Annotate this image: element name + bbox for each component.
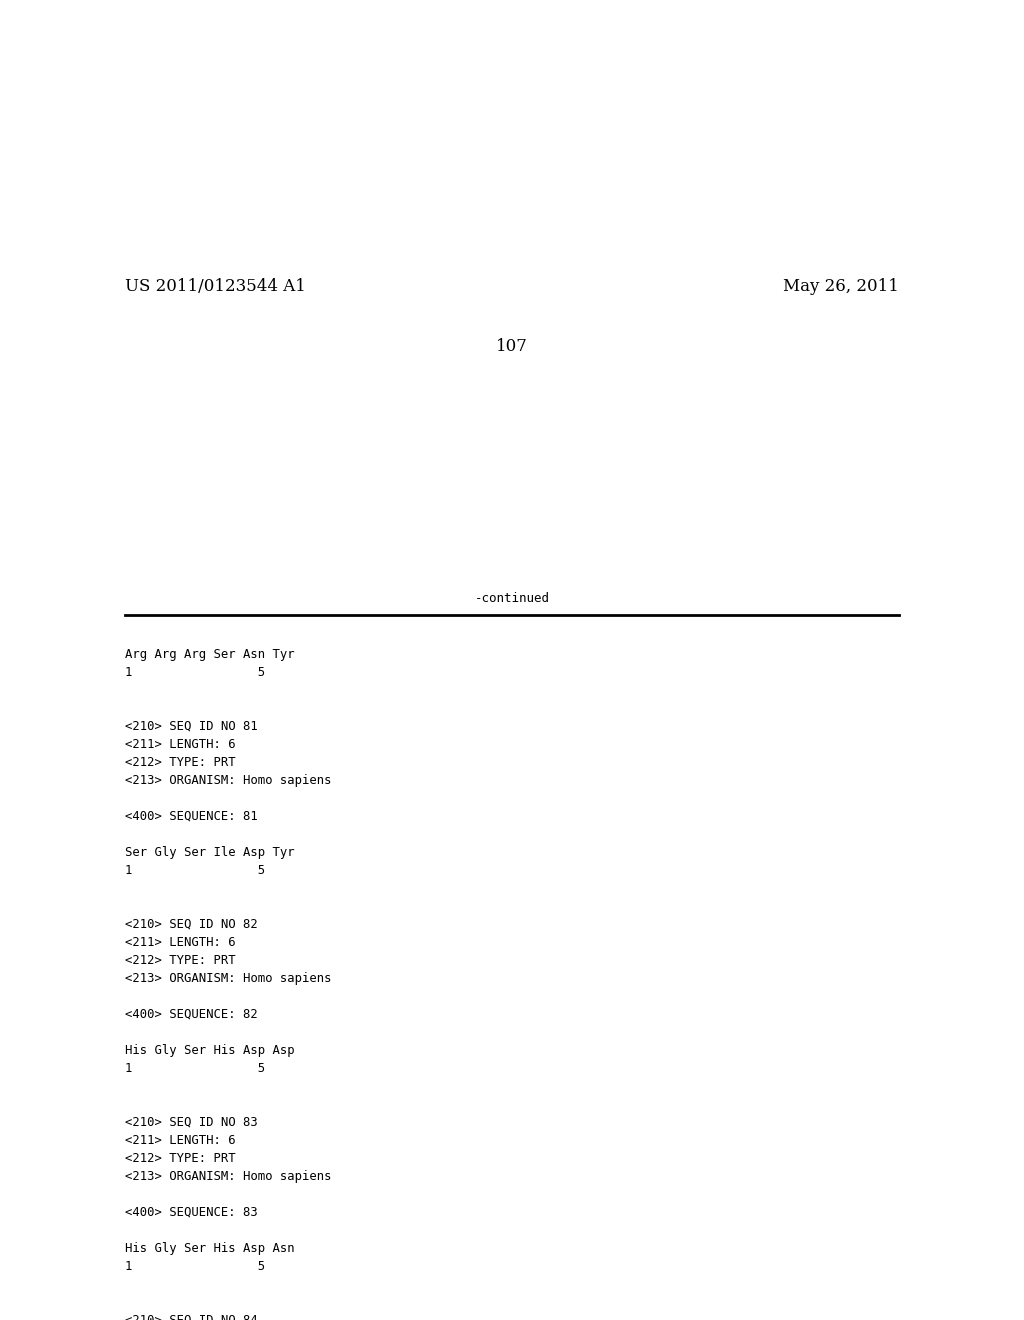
Text: Arg Arg Arg Ser Asn Tyr: Arg Arg Arg Ser Asn Tyr: [125, 648, 295, 661]
Text: 1                 5: 1 5: [125, 667, 265, 678]
Text: <212> TYPE: PRT: <212> TYPE: PRT: [125, 954, 236, 968]
Text: His Gly Ser His Asp Asn: His Gly Ser His Asp Asn: [125, 1242, 295, 1255]
Text: <210> SEQ ID NO 84: <210> SEQ ID NO 84: [125, 1313, 258, 1320]
Text: 107: 107: [496, 338, 528, 355]
Text: <213> ORGANISM: Homo sapiens: <213> ORGANISM: Homo sapiens: [125, 774, 332, 787]
Text: <400> SEQUENCE: 81: <400> SEQUENCE: 81: [125, 810, 258, 822]
Text: May 26, 2011: May 26, 2011: [783, 279, 899, 294]
Text: US 2011/0123544 A1: US 2011/0123544 A1: [125, 279, 306, 294]
Text: <400> SEQUENCE: 82: <400> SEQUENCE: 82: [125, 1008, 258, 1020]
Text: <210> SEQ ID NO 81: <210> SEQ ID NO 81: [125, 719, 258, 733]
Text: <210> SEQ ID NO 82: <210> SEQ ID NO 82: [125, 917, 258, 931]
Text: <211> LENGTH: 6: <211> LENGTH: 6: [125, 738, 236, 751]
Text: <211> LENGTH: 6: <211> LENGTH: 6: [125, 936, 236, 949]
Text: <212> TYPE: PRT: <212> TYPE: PRT: [125, 1152, 236, 1166]
Text: <212> TYPE: PRT: <212> TYPE: PRT: [125, 756, 236, 770]
Text: -continued: -continued: [474, 591, 550, 605]
Text: 1                 5: 1 5: [125, 1261, 265, 1272]
Text: His Gly Ser His Asp Asp: His Gly Ser His Asp Asp: [125, 1044, 295, 1057]
Text: <400> SEQUENCE: 83: <400> SEQUENCE: 83: [125, 1206, 258, 1218]
Text: <213> ORGANISM: Homo sapiens: <213> ORGANISM: Homo sapiens: [125, 972, 332, 985]
Text: <213> ORGANISM: Homo sapiens: <213> ORGANISM: Homo sapiens: [125, 1170, 332, 1183]
Text: <210> SEQ ID NO 83: <210> SEQ ID NO 83: [125, 1115, 258, 1129]
Text: Ser Gly Ser Ile Asp Tyr: Ser Gly Ser Ile Asp Tyr: [125, 846, 295, 859]
Text: 1                 5: 1 5: [125, 1063, 265, 1074]
Text: 1                 5: 1 5: [125, 865, 265, 876]
Text: <211> LENGTH: 6: <211> LENGTH: 6: [125, 1134, 236, 1147]
